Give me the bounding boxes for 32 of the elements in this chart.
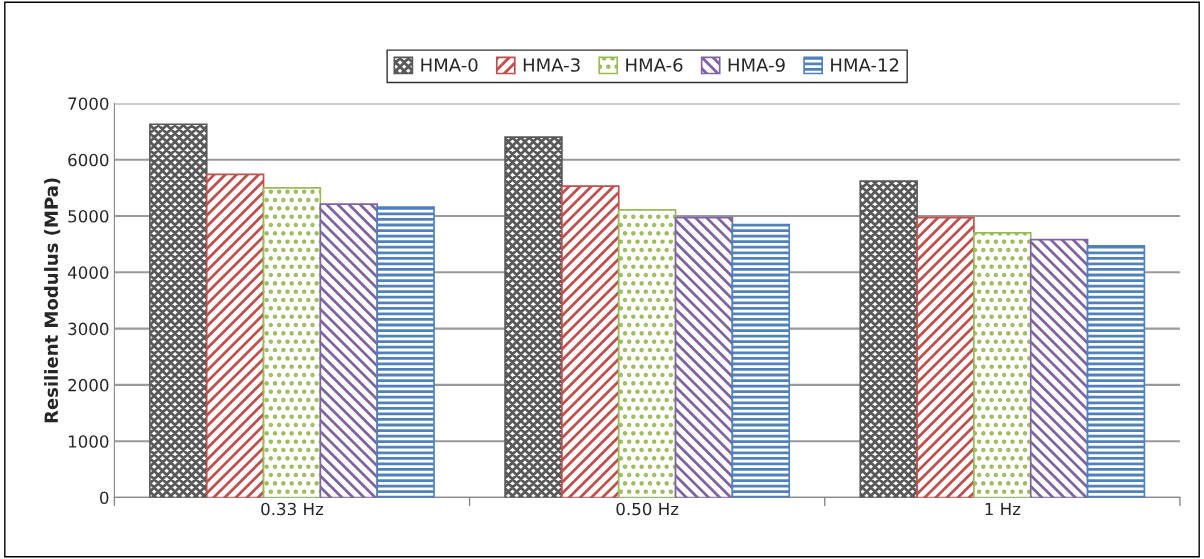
bar [149, 123, 208, 498]
bar [376, 206, 435, 498]
y-tick-label: 4000 [67, 266, 109, 279]
bar [674, 216, 734, 498]
bar [1029, 238, 1089, 498]
bar [973, 232, 1032, 498]
y-tick-label: 2000 [68, 378, 109, 392]
y-tick-label: 1000 [68, 435, 109, 448]
legend-label: HMA-9 [728, 58, 785, 72]
y-tick-label: 0 [100, 491, 109, 505]
legend-label: HMA-12 [831, 58, 899, 72]
bar [916, 216, 975, 498]
bar [1086, 245, 1146, 498]
bar [859, 180, 918, 498]
bar [504, 136, 563, 498]
bar [617, 208, 677, 498]
y-tick-label: 6000 [68, 153, 109, 167]
bar [731, 223, 791, 498]
x-tick-label: 0.50 Hz [616, 502, 679, 516]
bar [205, 173, 265, 498]
legend-label: HMA-6 [626, 58, 683, 72]
bar [561, 185, 620, 498]
x-tick-label: 0.33 Hz [261, 502, 324, 516]
y-axis-title: Resilient Modulus (MPa) [44, 178, 61, 423]
x-tick-label: 1 Hz [985, 502, 1021, 516]
y-tick-label: 7000 [68, 97, 109, 110]
bar [262, 187, 322, 498]
y-tick-label: 3000 [68, 322, 109, 336]
y-tick-label: 5000 [68, 209, 109, 223]
legend-label: HMA-3 [523, 58, 580, 72]
legend-label: HMA-0 [421, 58, 478, 72]
bar [319, 203, 379, 498]
